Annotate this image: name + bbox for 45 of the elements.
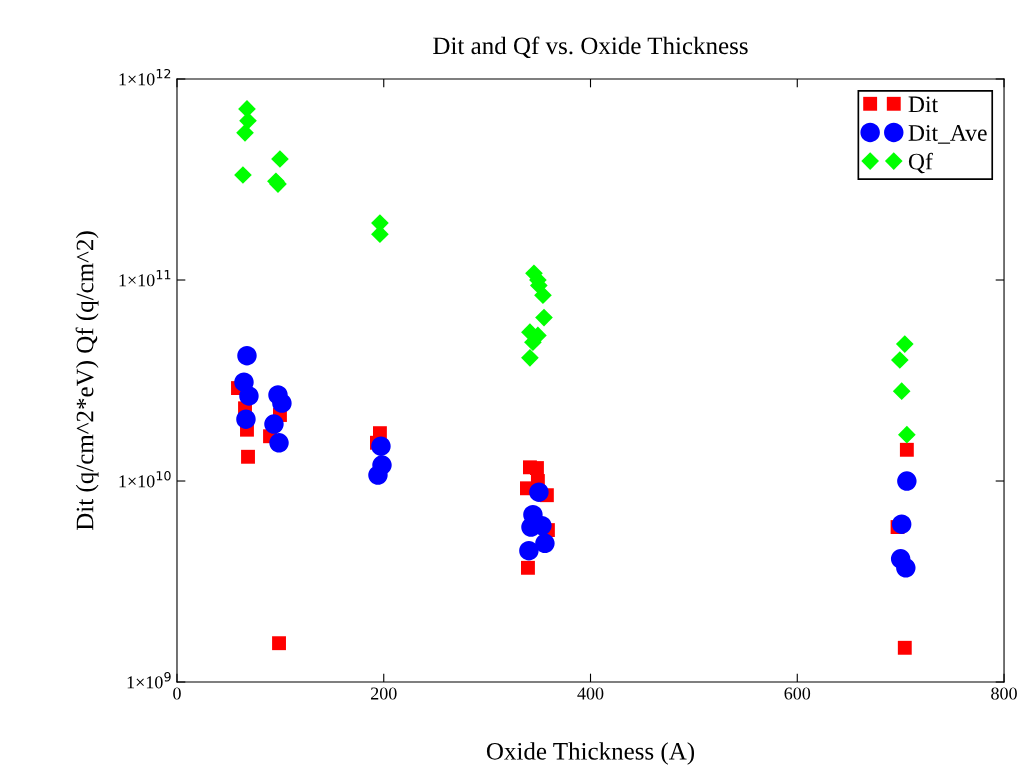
x-axis-title: Oxide Thickness (A): [486, 742, 695, 765]
point: [529, 482, 549, 502]
point: [519, 541, 539, 561]
point: [368, 465, 388, 485]
point: [272, 393, 292, 413]
y-tick-label: 1×10$^{10}$: [119, 470, 171, 488]
point: [899, 442, 914, 457]
point: [271, 150, 289, 168]
point: [269, 433, 289, 453]
point: [371, 436, 391, 456]
point: [239, 386, 259, 406]
x-tick-label: 0: [173, 687, 181, 700]
x-tick-label: 800: [991, 687, 1017, 700]
point: [897, 471, 917, 491]
x-tick-label: 400: [577, 687, 604, 700]
point: [534, 286, 552, 305]
point: [898, 425, 916, 444]
point: [264, 414, 284, 434]
point: [530, 461, 544, 475]
legend-label: Qf: [908, 152, 933, 174]
point: [236, 123, 254, 142]
point: [897, 640, 912, 655]
point: [521, 560, 535, 575]
point: [236, 409, 256, 429]
point: [241, 449, 255, 464]
point: [535, 533, 555, 554]
y-tick-label: 1×10$^{11}$: [119, 270, 171, 287]
x-tick-label: 200: [371, 687, 397, 700]
x-tick-label: 600: [784, 687, 811, 700]
point: [895, 335, 914, 353]
point: [890, 351, 909, 369]
point: [521, 349, 539, 367]
chart-title: Dit and Qf vs. Oxide Thickness: [433, 36, 748, 59]
y-axis-title: Dit (q/cm^2*eV) Qf (q/cm^2): [75, 231, 99, 531]
point: [892, 382, 911, 400]
point: [535, 308, 553, 327]
point: [234, 166, 252, 184]
point: [896, 558, 916, 578]
point: [891, 514, 912, 534]
point: [272, 636, 286, 651]
y-tick-label: 1×10$^{12}$: [119, 68, 171, 86]
legend-label: Dit_Ave: [908, 125, 987, 144]
y-tick-label: 1×10$^{9}$: [127, 671, 171, 689]
point: [237, 346, 257, 366]
legend-label: Dit: [908, 96, 938, 113]
